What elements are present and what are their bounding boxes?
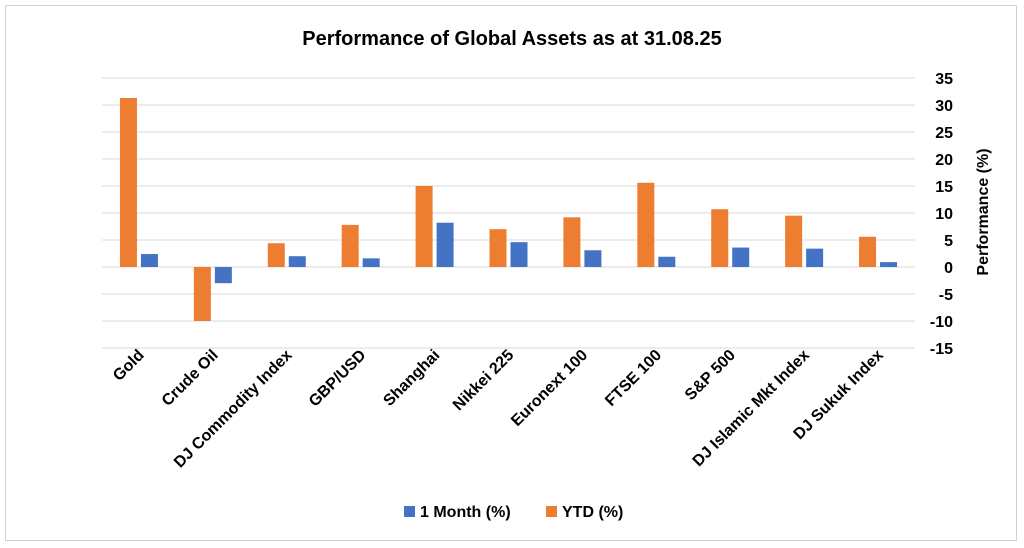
y-tick-label: 30 <box>935 98 953 115</box>
category-label: FTSE 100 <box>602 347 665 410</box>
y-tick-label: 5 <box>944 233 953 250</box>
category-label: Gold <box>110 347 148 385</box>
bar-ytd <box>490 229 507 267</box>
bar-ytd <box>268 243 285 267</box>
category-label: Euronext 100 <box>508 347 591 430</box>
bar-1-month <box>363 258 380 267</box>
bar-ytd <box>194 267 211 321</box>
bar-ytd <box>711 209 728 267</box>
bar-ytd <box>342 225 359 267</box>
legend-label: 1 Month (%) <box>420 504 511 521</box>
bar-ytd <box>120 98 137 267</box>
bar-1-month <box>584 250 601 267</box>
bar-1-month <box>141 254 158 267</box>
y-tick-label: 35 <box>935 71 953 88</box>
legend-swatch <box>404 506 415 517</box>
bar-1-month <box>289 256 306 267</box>
y-tick-label: -10 <box>930 314 953 331</box>
category-label: Shanghai <box>380 347 443 410</box>
bar-ytd <box>563 217 580 267</box>
y-tick-label: 20 <box>935 152 953 169</box>
y-tick-label: -15 <box>930 341 953 358</box>
bar-1-month <box>215 267 232 283</box>
bars <box>120 98 897 321</box>
category-label: S&P 500 <box>682 347 739 404</box>
bar-ytd <box>785 216 802 267</box>
bar-ytd <box>637 183 654 267</box>
legend-label: YTD (%) <box>562 504 623 521</box>
bar-ytd <box>859 237 876 267</box>
category-label: Crude Oil <box>159 347 222 410</box>
y-tick-labels: 35 30 25 20 15 10 5 0 -5 -10 -15 <box>930 71 953 358</box>
legend: 1 Month (%) YTD (%) <box>404 504 623 521</box>
category-label: GBP/USD <box>306 347 370 411</box>
y-axis-label: Performance (%) <box>975 148 992 275</box>
bar-1-month <box>511 242 528 267</box>
y-tick-label: 15 <box>935 179 953 196</box>
bar-1-month <box>437 223 454 267</box>
bar-1-month <box>658 257 675 267</box>
bar-chart: Performance of Global Assets as at 31.08… <box>0 0 1024 548</box>
y-tick-label: -5 <box>939 287 953 304</box>
bar-1-month <box>806 249 823 267</box>
gridlines <box>102 78 915 348</box>
category-label: Nikkei 225 <box>450 347 517 414</box>
y-tick-label: 25 <box>935 125 953 142</box>
chart-title: Performance of Global Assets as at 31.08… <box>302 28 721 50</box>
y-tick-label: 0 <box>944 260 953 277</box>
bar-1-month <box>732 248 749 267</box>
legend-swatch <box>546 506 557 517</box>
bar-1-month <box>880 262 897 267</box>
y-tick-label: 10 <box>935 206 953 223</box>
bar-ytd <box>416 186 433 267</box>
